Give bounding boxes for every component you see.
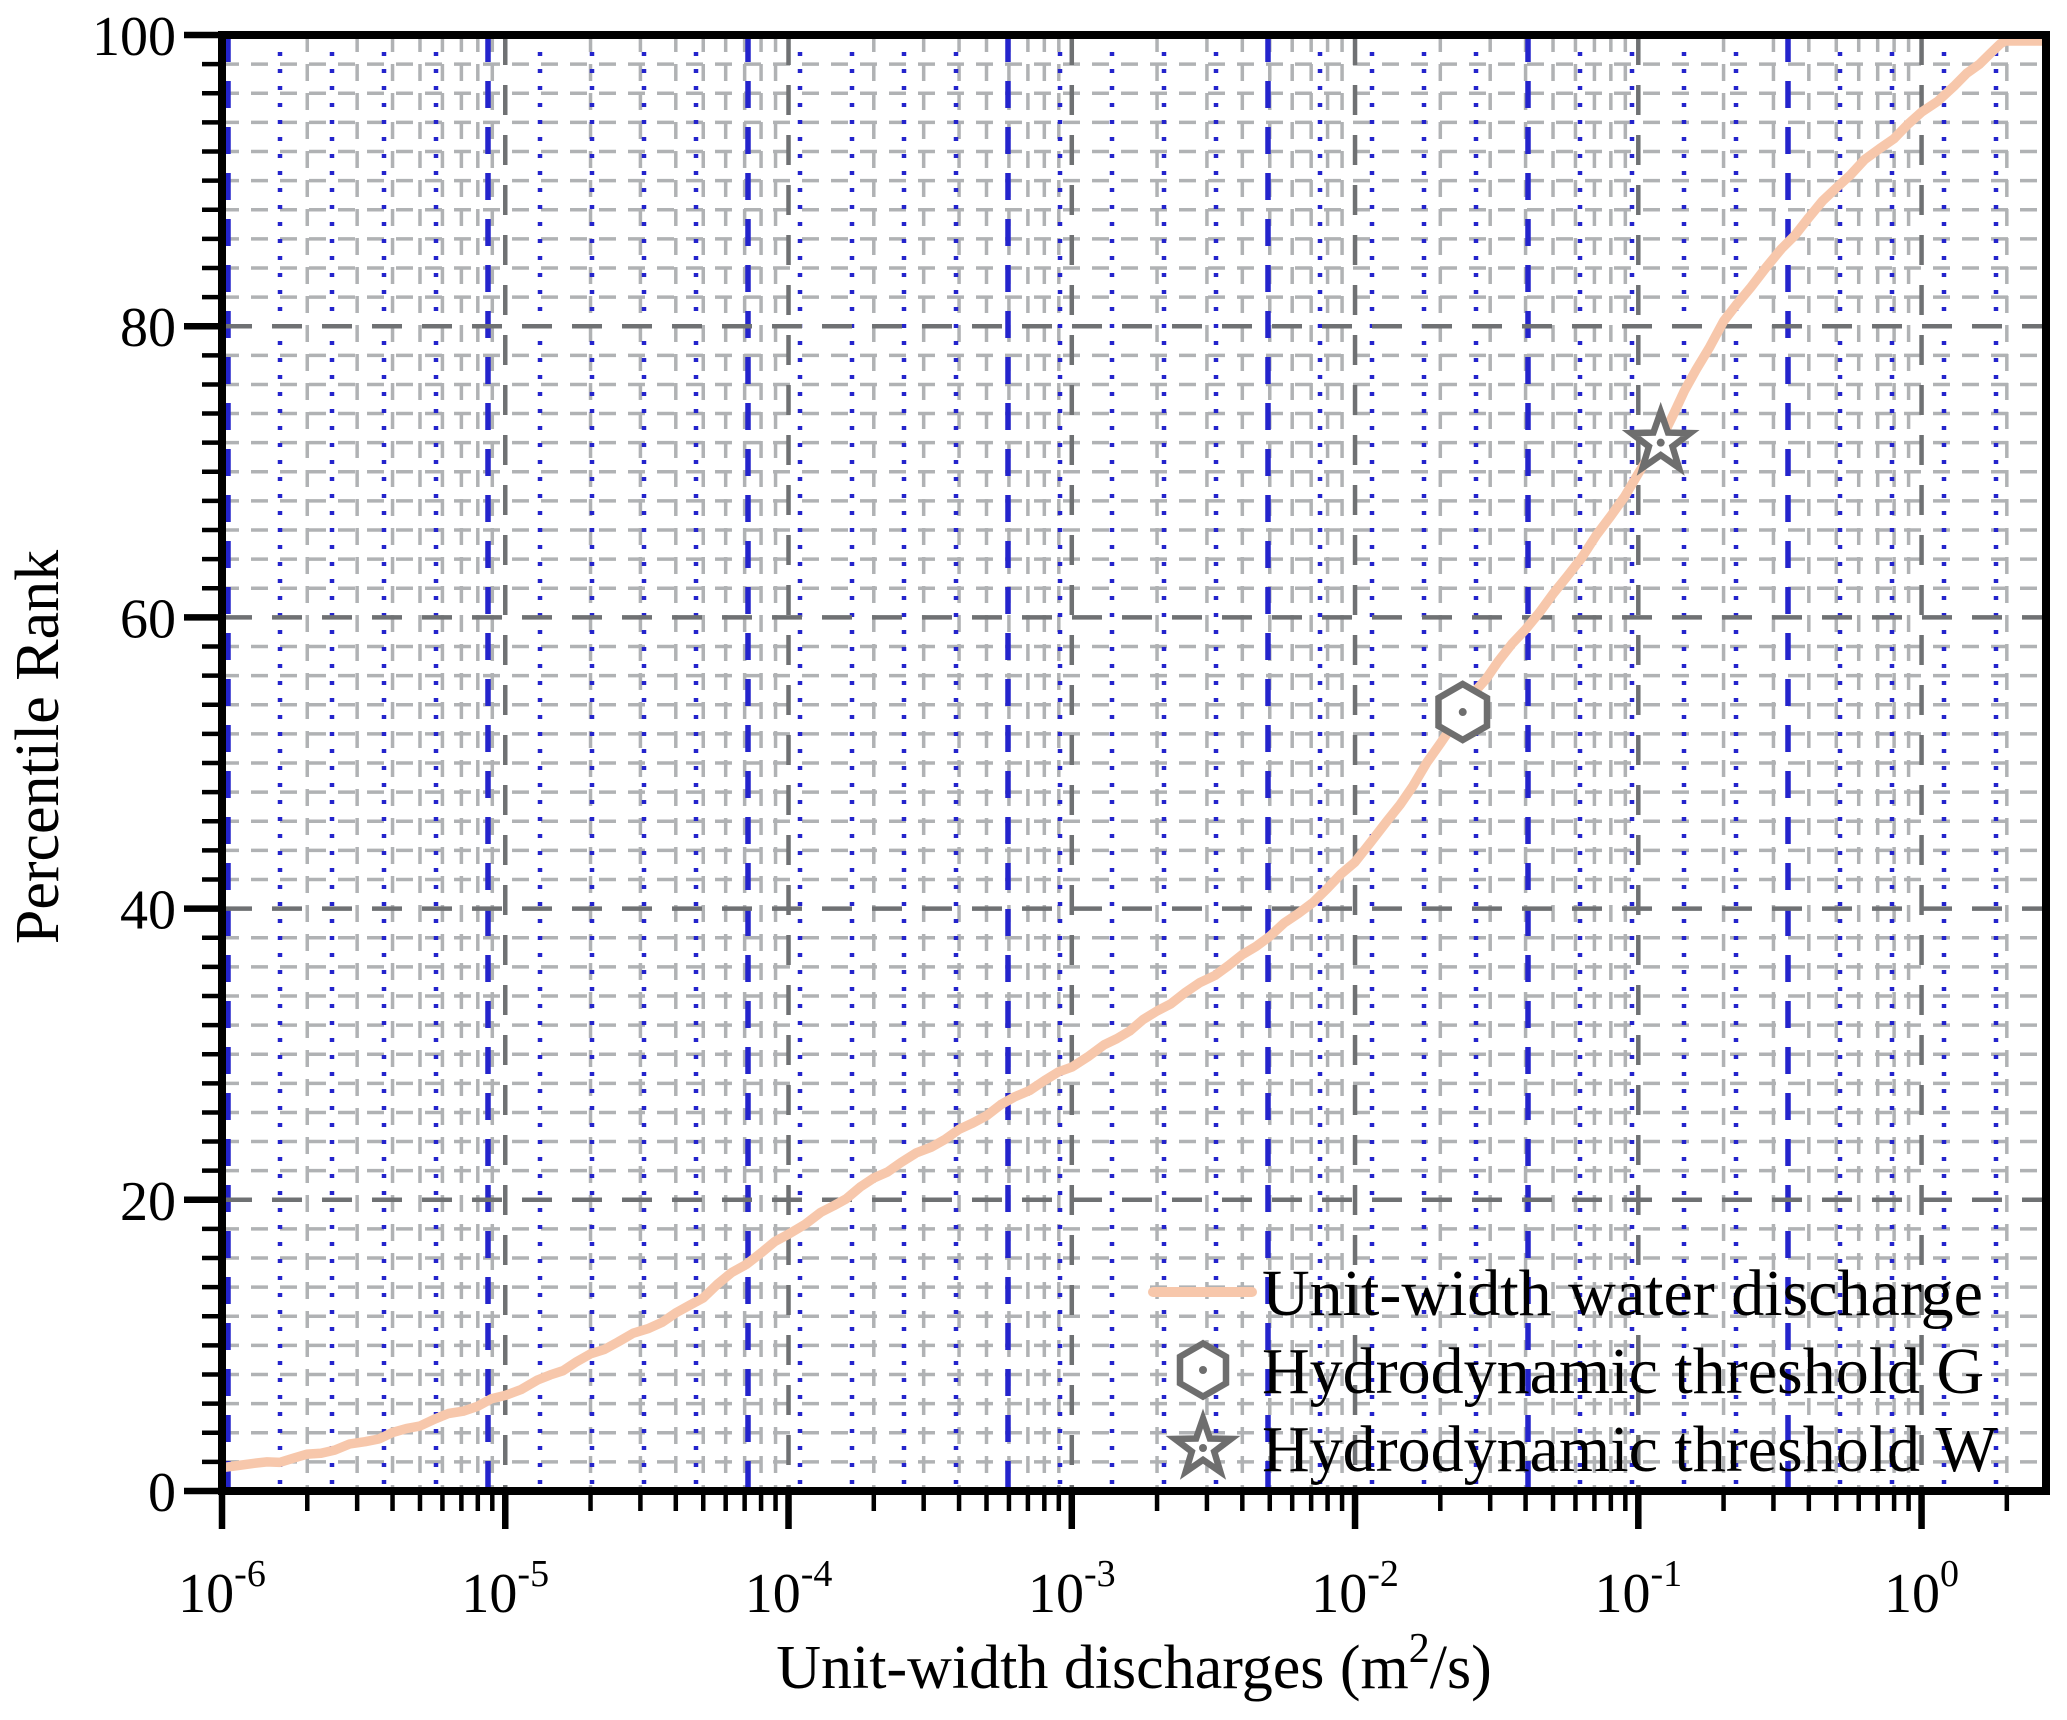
y-axis-title: Percentile Rank xyxy=(4,550,72,944)
y-tick-label: 0 xyxy=(148,1462,176,1524)
legend-hexagon-marker-center-dot xyxy=(1199,1366,1207,1374)
y-tick-label: 100 xyxy=(92,6,176,68)
x-tick-label: 10-1 xyxy=(1594,1553,1682,1625)
legend-label-water-discharge: Unit-width water discharge xyxy=(1262,1257,1983,1330)
x-tick-label: 100 xyxy=(1884,1553,1959,1625)
legend-label-threshold-w: Hydrodynamic threshold W xyxy=(1262,1413,1998,1486)
x-tick-label: 10-3 xyxy=(1028,1553,1116,1625)
cdf-curve xyxy=(222,36,2046,1473)
legend-star-marker-center-dot xyxy=(1199,1444,1207,1452)
legend: Unit-width water discharge Hydrodynamic … xyxy=(1148,1257,1998,1486)
x-tick-label: 10-6 xyxy=(178,1553,266,1625)
x-tick-label: 10-5 xyxy=(461,1553,549,1625)
axis-ticks xyxy=(184,31,2010,1529)
y-tick-label: 20 xyxy=(120,1171,176,1233)
y-tick-label: 60 xyxy=(120,588,176,650)
grid-blue-lines xyxy=(225,35,1999,1491)
threshold-w-marker-center-dot xyxy=(1656,438,1665,447)
cdf-curve-layer xyxy=(222,36,2046,1473)
legend-symbols xyxy=(1148,1287,1257,1480)
x-tick-label: 10-2 xyxy=(1311,1553,1399,1625)
axis-tick-labels: 0 20 40 60 80 100 10-6 10-5 10-4 10-3 10-2 10-1 100 xyxy=(92,6,1959,1625)
threshold-g-marker-center-dot xyxy=(1458,708,1467,717)
legend-label-threshold-g: Hydrodynamic threshold G xyxy=(1262,1335,1984,1408)
threshold-markers xyxy=(1435,401,1700,744)
y-tick-label: 80 xyxy=(120,297,176,359)
x-tick-label: 10-4 xyxy=(745,1553,833,1625)
x-axis-title: Unit-width discharges (m2/s) xyxy=(776,1626,1492,1702)
y-tick-label: 40 xyxy=(120,880,176,942)
grid-major-lines xyxy=(222,35,2046,1491)
